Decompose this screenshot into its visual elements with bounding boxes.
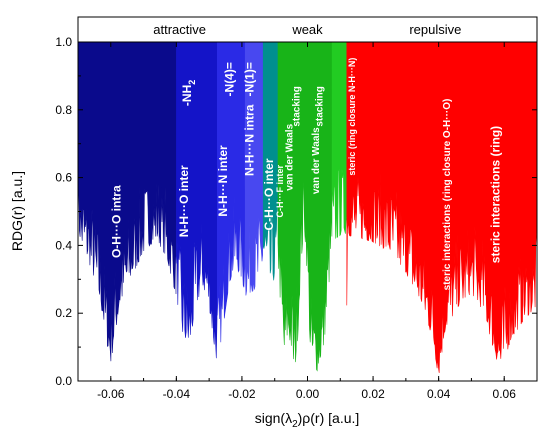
annotation-label: -N(1)= [242,62,256,96]
plot-area [78,42,537,373]
x-tick-label: -0.04 [163,387,191,401]
annotation-label: stacking [291,86,302,127]
x-axis-title: sign(λ2)ρ(r) [a.u.] [255,410,360,430]
series-band-6 [332,42,347,239]
annotation-label: stacking [314,86,325,127]
x-tick-label: 0.02 [361,387,385,401]
x-tick-label: -0.06 [97,387,125,401]
y-tick-label: 0.4 [55,238,72,252]
annotation-label: steric interactions (ring) [488,126,502,263]
x-tick-label: -0.02 [228,387,256,401]
annotation-label: steric interactions (ring closure O-H···… [442,99,453,291]
annotation-label: van der Waals [285,123,296,190]
annotation-label: C-H···F inter [275,164,285,217]
annotation-label: N-H···O inter [177,165,191,237]
annotation-label: -N(4)= [223,62,237,96]
y-axis-title: RDG(r) [a.u.] [9,171,25,251]
region-label: weak [291,22,323,37]
region-labels: attractive weak repulsive [153,22,461,37]
y-tick-label: 0.8 [55,103,72,117]
annotation-label: N-H···N inter [216,145,230,217]
x-tick-label: 0.04 [427,387,451,401]
x-tick-label: 0.06 [493,387,517,401]
y-tick-label: 0.0 [55,374,72,388]
annotation-label: O-H···O intra [110,185,124,258]
annotation-label: N-H···N intra [242,104,256,176]
x-tick-label: 0.00 [296,387,320,401]
series-band-0 [78,42,176,361]
region-label: repulsive [409,22,461,37]
y-tick-label: 0.2 [55,306,72,320]
y-tick-label: 0.6 [55,171,72,185]
region-label: attractive [153,22,206,37]
y-tick-label: 1.0 [55,35,72,49]
annotation-label: van der Waals [311,127,322,194]
annotation-label: steric (ring closure N-H···N) [347,58,357,176]
